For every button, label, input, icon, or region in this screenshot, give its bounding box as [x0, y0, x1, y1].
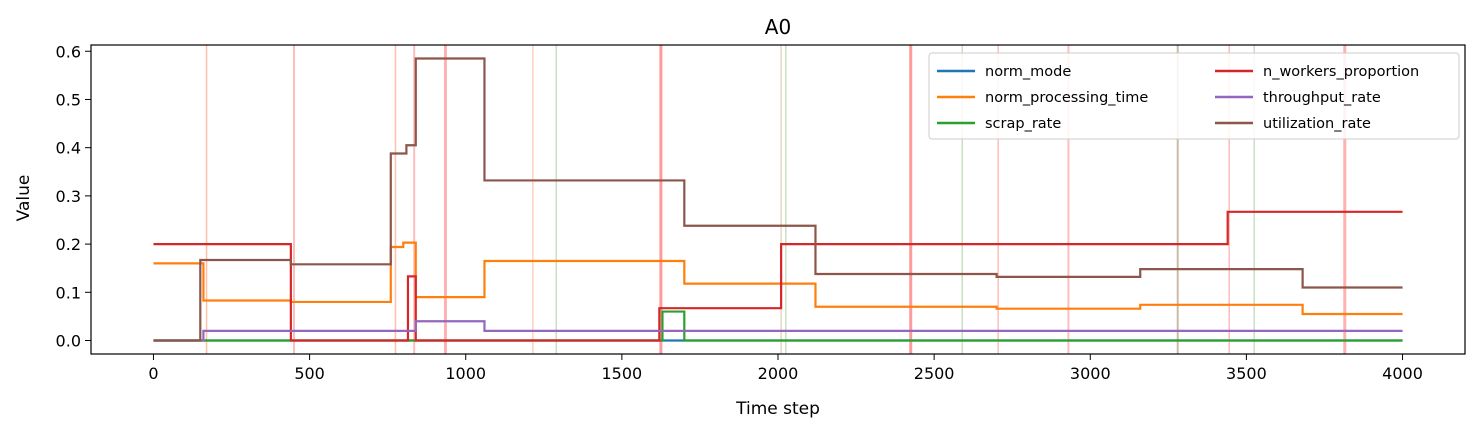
y-tick-label: 0.6	[56, 42, 81, 61]
x-tick-label: 0	[148, 364, 158, 383]
y-tick-label: 0.5	[56, 90, 81, 109]
y-tick-label: 0.0	[56, 332, 81, 351]
x-tick-label: 1500	[602, 364, 643, 383]
x-tick-label: 3000	[1070, 364, 1111, 383]
x-tick-label: 2500	[914, 364, 955, 383]
series-line-throughput-rate	[153, 320, 1403, 342]
x-axis: 0 500 1000 1500 2000 2500 3000 3500 4000	[148, 354, 1423, 383]
legend-label: scrap_rate	[985, 116, 1061, 132]
chart-title: A0	[765, 15, 791, 39]
x-axis-label: Time step	[735, 399, 820, 419]
x-tick-label: 4000	[1382, 364, 1423, 383]
series-line-utilization-rate	[153, 57, 1403, 342]
x-tick-label: 1000	[445, 364, 486, 383]
x-tick-label: 2000	[758, 364, 799, 383]
y-tick-label: 0.4	[56, 139, 81, 158]
y-tick-label: 0.1	[56, 283, 81, 302]
series-line-n-workers-proportion	[153, 210, 1403, 342]
x-tick-label: 3500	[1226, 364, 1267, 383]
y-axis-label: Value	[14, 175, 34, 222]
legend-label: norm_processing_time	[985, 90, 1148, 106]
legend-label: n_workers_proportion	[1263, 64, 1419, 80]
x-tick-label: 500	[294, 364, 325, 383]
legend-box	[928, 52, 1460, 140]
y-tick-label: 0.2	[56, 235, 81, 254]
legend: norm_mode norm_processing_time scrap_rate n…	[928, 52, 1460, 140]
y-axis: 0.0 0.1 0.2 0.3 0.4 0.5 0.6	[56, 42, 91, 351]
series-lines	[153, 57, 1403, 342]
legend-label: throughput_rate	[1263, 90, 1381, 106]
legend-label: norm_mode	[985, 64, 1071, 80]
y-tick-label: 0.3	[56, 187, 81, 206]
legend-label: utilization_rate	[1263, 116, 1371, 132]
